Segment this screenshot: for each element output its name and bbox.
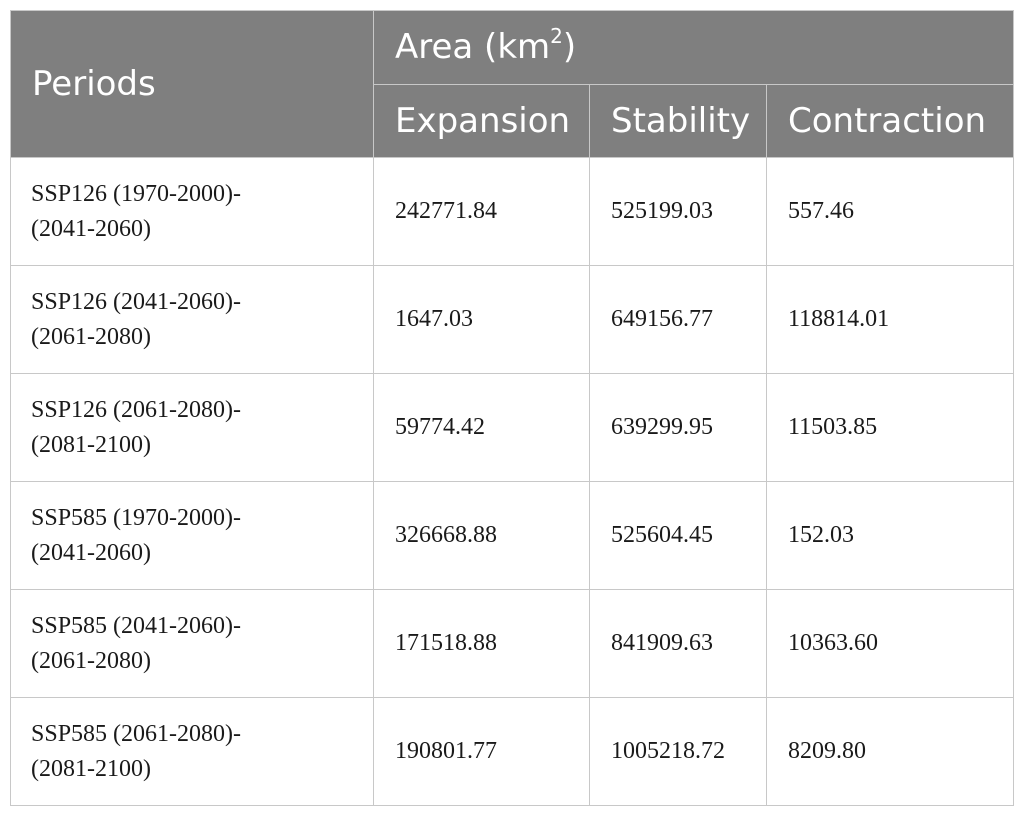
stability-header: Stability (589, 83, 767, 158)
period-cell: SSP126 (2061-2080)- (2081-2100) (10, 373, 374, 482)
contraction-cell: 11503.85 (765, 373, 1015, 482)
stability-cell: 1005218.72 (589, 697, 767, 806)
periods-header: Periods (10, 10, 374, 158)
period-cell: SSP126 (1970-2000)- (2041-2060) (10, 157, 374, 266)
period-line-2: (2061-2080) (31, 647, 151, 674)
period-line-1: SSP585 (2061-2080)- (31, 720, 242, 747)
expansion-cell: 326668.88 (373, 481, 590, 590)
expansion-cell: 1647.03 (373, 265, 590, 374)
expansion-header: Expansion (373, 83, 590, 158)
expansion-cell: 242771.84 (373, 157, 590, 266)
table-row: SSP585 (2061-2080)- (2081-2100) 190801.77… (10, 697, 1015, 806)
period-cell: SSP585 (1970-2000)- (2041-2060) (10, 481, 374, 590)
period-cell: SSP585 (2061-2080)- (2081-2100) (10, 697, 374, 806)
period-line-2: (2061-2080) (31, 323, 151, 350)
period-cell: SSP585 (2041-2060)- (2061-2080) (10, 589, 374, 698)
table-header: Periods Area (km2) Expansion Stability C… (10, 10, 1015, 158)
table-row: SSP585 (2041-2060)- (2061-2080) 171518.88… (10, 589, 1015, 698)
table-row: SSP126 (2041-2060)- (2061-2080) 1647.03 6… (10, 265, 1015, 374)
period-line-1: SSP585 (2041-2060)- (31, 612, 242, 639)
period-line-1: SSP585 (1970-2000)- (31, 504, 242, 531)
period-line-2: (2081-2100) (31, 755, 151, 782)
contraction-cell: 8209.80 (765, 697, 1015, 806)
area-header-label: Area (km (395, 27, 551, 68)
stability-cell: 639299.95 (589, 373, 767, 482)
period-line-1: SSP126 (2061-2080)- (31, 396, 242, 423)
stability-cell: 525604.45 (589, 481, 767, 590)
period-line-1: SSP126 (2041-2060)- (31, 288, 242, 315)
table-body: SSP126 (1970-2000)- (2041-2060) 242771.84… (10, 157, 1015, 806)
period-cell: SSP126 (2041-2060)- (2061-2080) (10, 265, 374, 374)
table-row: SSP585 (1970-2000)- (2041-2060) 326668.88… (10, 481, 1015, 590)
stability-cell: 525199.03 (589, 157, 767, 266)
area-change-table: Periods Area (km2) Expansion Stability C… (10, 10, 1015, 806)
stability-cell: 841909.63 (589, 589, 767, 698)
contraction-cell: 10363.60 (765, 589, 1015, 698)
period-line-1: SSP126 (1970-2000)- (31, 180, 242, 207)
area-header-suffix: ) (562, 27, 577, 68)
table-row: SSP126 (1970-2000)- (2041-2060) 242771.84… (10, 157, 1015, 266)
table-row: SSP126 (2061-2080)- (2081-2100) 59774.42 … (10, 373, 1015, 482)
area-header-superscript: 2 (550, 24, 563, 49)
contraction-cell: 118814.01 (765, 265, 1015, 374)
expansion-cell: 190801.77 (373, 697, 590, 806)
contraction-cell: 152.03 (765, 481, 1015, 590)
period-line-2: (2041-2060) (31, 539, 151, 566)
area-header: Area (km2) (372, 10, 1015, 85)
stability-cell: 649156.77 (589, 265, 767, 374)
table-container: Periods Area (km2) Expansion Stability C… (10, 10, 1015, 806)
header-row-top: Periods Area (km2) (10, 10, 1015, 158)
contraction-header: Contraction (765, 83, 1015, 158)
expansion-cell: 171518.88 (373, 589, 590, 698)
expansion-cell: 59774.42 (373, 373, 590, 482)
period-line-2: (2041-2060) (31, 215, 151, 242)
header-row-sub: Expansion Stability Contraction (11, 83, 1015, 158)
period-line-2: (2081-2100) (31, 431, 151, 458)
contraction-cell: 557.46 (765, 157, 1015, 266)
